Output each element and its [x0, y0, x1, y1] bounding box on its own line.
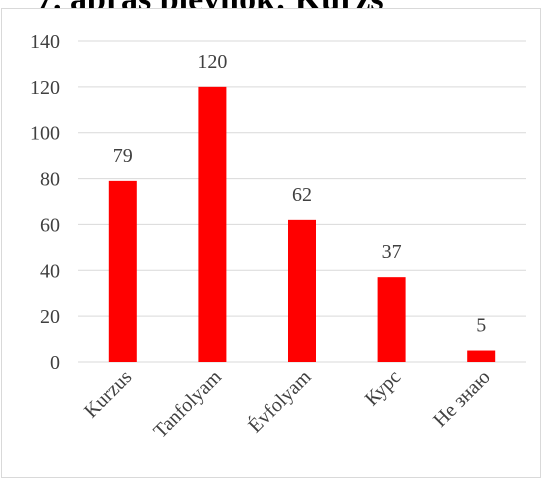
y-tick-label: 100 — [30, 123, 60, 145]
category-label: Курс — [361, 366, 405, 410]
bar — [288, 219, 316, 362]
data-label: 79 — [113, 145, 133, 167]
bar — [198, 86, 227, 362]
y-tick-label: 20 — [40, 306, 60, 328]
y-tick-label: 120 — [30, 77, 60, 99]
bar — [467, 350, 496, 362]
data-label: 120 — [197, 51, 227, 73]
data-label: 37 — [382, 241, 402, 263]
data-label: 5 — [476, 315, 486, 337]
category-label: Не знаю — [429, 366, 495, 432]
bar — [108, 180, 137, 362]
y-tick-label: 60 — [40, 214, 60, 236]
data-label: 62 — [292, 184, 312, 206]
y-tick-label: 80 — [40, 169, 60, 191]
y-tick-label: 0 — [50, 352, 60, 374]
category-label: Évfolyam — [243, 365, 315, 437]
chart-frame — [1, 8, 541, 478]
category-label: Tanfolyam — [149, 366, 226, 443]
y-tick-label: 40 — [40, 260, 60, 282]
category-label: Kurzus — [80, 366, 137, 423]
y-tick-label: 140 — [30, 31, 60, 53]
bar — [377, 277, 406, 362]
